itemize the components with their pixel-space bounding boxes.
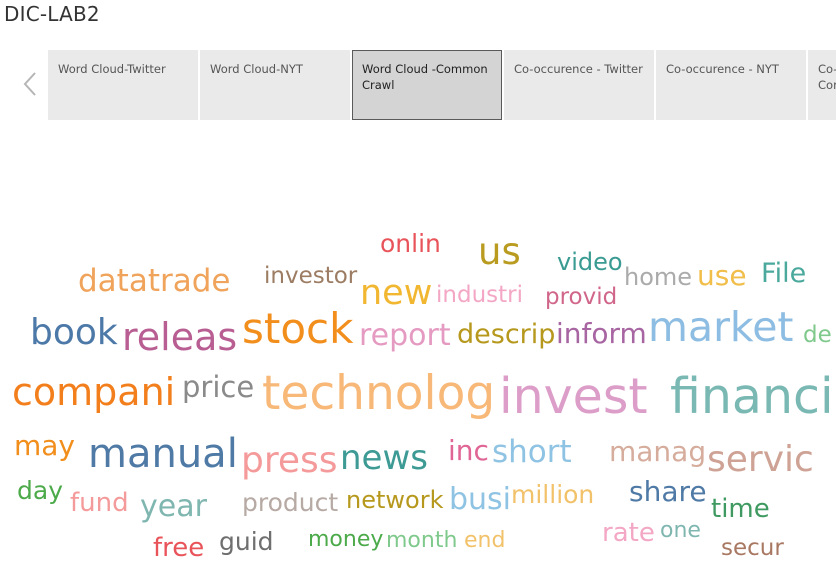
word-cloud-word[interactable]: one: [660, 518, 701, 543]
word-cloud-word[interactable]: year: [140, 489, 207, 524]
word-cloud-word[interactable]: news: [340, 438, 428, 478]
tab-co-occurence-twitter[interactable]: Co-occurence - Twitter: [504, 50, 654, 120]
word-cloud-word[interactable]: descrip: [457, 319, 556, 350]
word-cloud-word[interactable]: provid: [545, 284, 618, 310]
dashboard-title: DIC-LAB2: [4, 2, 100, 26]
word-cloud-word[interactable]: market: [648, 303, 794, 351]
word-cloud-word[interactable]: datatrade: [78, 263, 231, 299]
tabs-prev-button[interactable]: [18, 66, 42, 102]
tab-co-occurence-nyt[interactable]: Co-occurence - NYT: [656, 50, 806, 120]
word-cloud-word[interactable]: fund: [70, 488, 129, 518]
word-cloud-word[interactable]: guid: [219, 527, 274, 556]
word-cloud-word[interactable]: releas: [122, 315, 238, 359]
word-cloud-word[interactable]: secur: [721, 535, 784, 561]
word-cloud-word[interactable]: book: [30, 312, 118, 353]
tab-word-cloud-twitter[interactable]: Word Cloud-Twitter: [48, 50, 198, 120]
word-cloud-word[interactable]: servic: [707, 439, 814, 480]
word-cloud-word[interactable]: financi: [670, 368, 834, 425]
word-cloud-word[interactable]: video: [557, 248, 623, 276]
word-cloud-word[interactable]: industri: [436, 282, 523, 308]
tab-co-occurence-common-crawl[interactable]: Co-occurence - Common Crawl: [808, 50, 836, 120]
word-cloud-word[interactable]: home: [624, 263, 693, 291]
word-cloud-word[interactable]: de: [803, 322, 832, 348]
word-cloud-word[interactable]: product: [242, 488, 339, 517]
word-cloud-word[interactable]: network: [346, 486, 444, 514]
word-cloud-word[interactable]: compani: [12, 370, 176, 414]
tab-word-cloud-nyt[interactable]: Word Cloud-NYT: [200, 50, 350, 120]
chevron-left-icon: [23, 72, 36, 96]
word-cloud-word[interactable]: technolog: [262, 366, 496, 421]
word-cloud-word[interactable]: new: [360, 273, 433, 313]
word-cloud-word[interactable]: stock: [242, 304, 354, 353]
word-cloud-word[interactable]: may: [14, 429, 76, 462]
word-cloud-word[interactable]: us: [478, 230, 521, 273]
word-cloud-word[interactable]: investor: [264, 263, 358, 289]
word-cloud-word[interactable]: share: [629, 475, 707, 508]
word-cloud-word[interactable]: File: [761, 258, 807, 289]
tab-word-cloud-common-crawl[interactable]: Word Cloud -Common Crawl: [352, 50, 502, 120]
word-cloud-word[interactable]: busi: [449, 482, 512, 517]
word-cloud-word[interactable]: end: [464, 528, 506, 553]
word-cloud-word[interactable]: report: [359, 318, 451, 353]
word-cloud-word[interactable]: rate: [602, 518, 655, 548]
word-cloud-word[interactable]: price: [182, 370, 255, 404]
word-cloud-word[interactable]: money: [308, 527, 384, 552]
word-cloud-word[interactable]: free: [153, 533, 205, 563]
word-cloud-word[interactable]: inform: [556, 317, 647, 350]
word-cloud-word[interactable]: day: [17, 476, 63, 505]
word-cloud-word[interactable]: month: [386, 528, 458, 553]
word-cloud-word[interactable]: inc: [448, 434, 489, 467]
word-cloud-word[interactable]: manag: [609, 435, 707, 468]
word-cloud-word[interactable]: short: [492, 434, 572, 470]
word-cloud-word[interactable]: million: [511, 480, 595, 509]
word-cloud-word[interactable]: invest: [499, 368, 648, 425]
word-cloud-word[interactable]: use: [697, 259, 747, 292]
word-cloud-word[interactable]: manual: [88, 431, 238, 477]
word-cloud-word[interactable]: press: [241, 440, 338, 481]
word-cloud-word[interactable]: time: [711, 494, 770, 524]
word-cloud-word[interactable]: onlin: [380, 229, 441, 258]
